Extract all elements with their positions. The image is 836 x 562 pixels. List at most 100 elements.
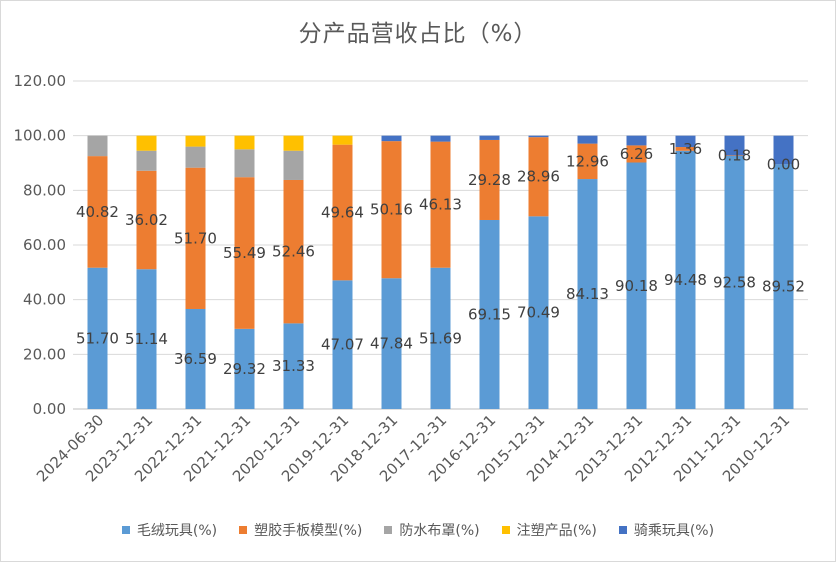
y-tick-label: 40.00 (23, 291, 66, 309)
data-label: 47.07 (321, 336, 364, 354)
legend-label: 防水布罩(%) (399, 523, 480, 539)
data-label: 70.49 (517, 304, 560, 322)
bar-segment (528, 137, 549, 217)
bar-segment (185, 167, 206, 309)
data-label: 36.02 (125, 211, 168, 229)
legend-item: 毛绒玩具(%) (121, 520, 218, 540)
data-labels: 51.70 40.82 51.14 36.02 36.59 51.70 29.32 55.49… (76, 140, 805, 378)
bar-segment (430, 267, 451, 409)
legend-item: 注塑产品(%) (501, 520, 597, 540)
data-label: 40.82 (76, 203, 119, 221)
bar-segment (430, 141, 451, 268)
bar-segment (479, 219, 500, 409)
y-tick-label: 0.00 (33, 400, 66, 418)
data-label: 1.36 (669, 140, 702, 158)
data-label: 55.49 (223, 244, 266, 262)
bar-segment (234, 328, 255, 409)
legend-item: 防水布罩(%) (384, 520, 480, 540)
data-label: 69.15 (468, 305, 511, 323)
bar-segment (577, 135, 598, 144)
data-label: 51.70 (174, 229, 217, 247)
legend-swatch (121, 526, 130, 534)
bar-segment (381, 278, 402, 409)
data-label: 29.28 (468, 171, 511, 189)
bar-segment (381, 141, 402, 279)
bar-segment (430, 135, 451, 142)
bars (87, 135, 794, 409)
legend-swatch (618, 526, 627, 534)
bar-segment (87, 267, 108, 409)
bar-segment (283, 135, 304, 151)
bar-segment (724, 135, 745, 156)
y-tick-label: 100.00 (14, 127, 67, 145)
data-label: 0.00 (767, 155, 800, 173)
legend-swatch (384, 526, 393, 534)
bar-segment (136, 269, 157, 409)
bar-segment (234, 149, 255, 178)
data-label: 0.18 (718, 147, 751, 165)
bar-segment (724, 155, 745, 409)
bar-segment (332, 135, 353, 145)
data-label: 46.13 (419, 196, 462, 214)
data-label: 51.70 (76, 329, 119, 347)
bar-segment (185, 135, 206, 147)
bar-segment (283, 150, 304, 180)
legend-item: 骑乘玩具(%) (618, 520, 715, 540)
data-label: 36.59 (174, 350, 217, 368)
bar-segment (283, 179, 304, 324)
bar-segment (675, 147, 696, 151)
legend-item: 塑胶手板模型(%) (239, 520, 362, 540)
bar-segment (479, 135, 500, 140)
bar-segment (136, 135, 157, 151)
bar-segment (577, 179, 598, 409)
data-label: 90.18 (615, 277, 658, 295)
bar-segment (577, 143, 598, 180)
legend-label: 毛绒玩具(%) (136, 523, 218, 539)
x-axis-ticks: 2024-06-302023-12-312022-12-312021-12-31… (33, 411, 793, 485)
bar-segment (332, 144, 353, 281)
bar-segment (185, 308, 206, 409)
bar-segment (87, 156, 108, 268)
bar-segment (381, 135, 402, 142)
data-label: 51.69 (419, 329, 462, 347)
data-label: 94.48 (664, 271, 707, 289)
bar-segment (528, 216, 549, 409)
data-label: 29.32 (223, 360, 266, 378)
legend-label: 注塑产品(%) (516, 523, 597, 539)
bar-segment (136, 150, 157, 171)
data-label: 92.58 (713, 273, 756, 291)
y-tick-label: 20.00 (23, 345, 66, 363)
y-tick-label: 60.00 (23, 236, 66, 254)
data-label: 47.84 (370, 335, 413, 353)
bar-segment (675, 150, 696, 409)
y-tick-label: 80.00 (23, 181, 66, 199)
data-label: 12.96 (566, 152, 609, 170)
legend-label: 骑乘玩具(%) (633, 523, 715, 539)
legend: 毛绒玩具(%) 塑胶手板模型(%) 防水布罩(%) 注塑产品(%) 骑乘玩具(%) (0, 520, 836, 540)
bar-segment (234, 135, 255, 150)
data-label: 28.96 (517, 168, 560, 186)
bar-segment (479, 139, 500, 220)
bar-segment (626, 145, 647, 163)
legend-swatch (501, 526, 510, 534)
bar-segment (87, 135, 108, 157)
legend-label: 塑胶手板模型(%) (254, 523, 363, 539)
bar-segment (234, 177, 255, 329)
data-label: 52.46 (272, 243, 315, 261)
data-label: 31.33 (272, 357, 315, 375)
bar-segment (675, 135, 696, 148)
data-label: 84.13 (566, 285, 609, 303)
bar-segment (332, 280, 353, 409)
bar-segment (136, 170, 157, 270)
data-label: 6.26 (620, 145, 653, 163)
chart-title: 分产品营收占比（%） (298, 21, 538, 47)
y-tick-label: 120.00 (14, 72, 67, 90)
bar-segment (185, 146, 206, 168)
bar-segment (626, 135, 647, 146)
bar-segment (626, 162, 647, 409)
data-label: 89.52 (762, 278, 805, 296)
data-label: 49.64 (321, 204, 364, 222)
bar-segment (283, 323, 304, 409)
legend-swatch (239, 526, 248, 534)
